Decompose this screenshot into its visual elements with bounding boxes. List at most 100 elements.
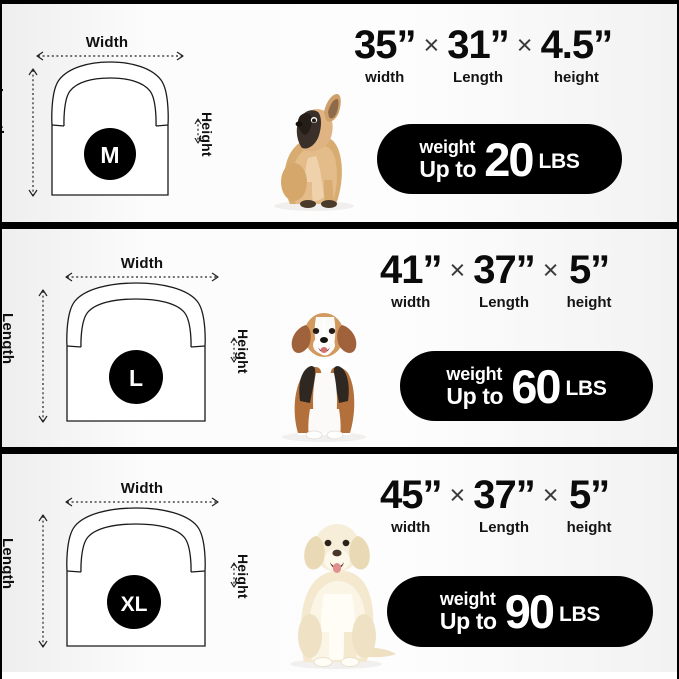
length-value: 31” [447, 23, 509, 67]
diagram-height-label: Height [235, 329, 251, 374]
cover-seam [66, 345, 206, 348]
diagram-svg: M [28, 51, 202, 197]
weight-unit: LBS [565, 377, 607, 400]
cover-seam [51, 124, 169, 127]
times-separator-icon: × [542, 255, 559, 285]
times-separator-icon: × [516, 30, 533, 60]
seat-cover-diagram-l: L Width Length Height [2, 229, 260, 447]
diagram-width-label: Width [120, 255, 164, 272]
dimension-length-m: 31” Length [447, 23, 509, 87]
size-badge-label-m: M [100, 142, 119, 168]
length-arrow-icon [38, 289, 48, 423]
diagram-svg: XL [38, 497, 238, 648]
length-label: Length [479, 294, 530, 312]
weight-word: weight [446, 363, 503, 384]
weight-text-stack: weight Up to [440, 590, 497, 633]
diagram-length-label: Length [2, 313, 16, 365]
times-separator-icon: × [449, 480, 466, 510]
row-divider-1 [2, 222, 677, 229]
weight-unit: LBS [558, 602, 601, 626]
weight-prefix: Up to [446, 382, 504, 409]
dimensions-group-l: 41” width × 37” Length × 5” height [380, 248, 612, 312]
dog-photo-french-bulldog [252, 54, 372, 214]
weight-prefix: Up to [439, 608, 497, 634]
length-label: Length [479, 519, 530, 537]
width-arrow-icon [65, 272, 219, 282]
height-label: height [566, 519, 612, 537]
size-badge-circle [107, 575, 161, 629]
weight-word: weight [439, 589, 496, 609]
width-label: width [391, 294, 431, 312]
weight-pill-xl: weight Up to 90 LBS [387, 576, 653, 647]
height-arrow-icon [230, 562, 238, 588]
dimensions-group-m: 35” width × 31” Length × 4.5” height [354, 23, 614, 87]
size-row-l: L Width Length Height [2, 229, 677, 447]
weight-text-stack: weight Up to [419, 138, 476, 181]
weight-number: 90 [504, 585, 555, 638]
height-label: height [566, 294, 612, 312]
height-label: height [553, 69, 599, 87]
times-separator-icon: × [449, 255, 466, 285]
length-arrow-icon [38, 514, 48, 648]
weight-prefix: Up to [419, 155, 477, 182]
width-arrow-icon [36, 51, 184, 61]
dimensions-group-xl: 45” width × 37” Length × 5” height [380, 473, 612, 537]
size-row-m: M Width Length Height [2, 4, 677, 222]
diagram-length-label: Length [2, 88, 6, 140]
size-badge-label-xl: XL [121, 593, 148, 616]
weight-number: 20 [484, 132, 534, 186]
dog-photo-hound-beagle [264, 283, 384, 443]
times-separator-icon: × [423, 30, 440, 60]
weight-unit: LBS [538, 150, 580, 173]
weight-word: weight [419, 136, 476, 157]
seat-cover-diagram-m: M Width Length Height [2, 4, 250, 222]
weight-pill-m: weight Up to 20 LBS [377, 124, 622, 194]
size-badge-circle [109, 350, 163, 404]
width-value: 41” [380, 248, 442, 292]
width-label: width [391, 519, 431, 537]
dimension-length-xl: 37” Length [473, 473, 535, 537]
diagram-width-label: Width [120, 480, 164, 497]
height-value: 5” [568, 473, 610, 517]
dimension-length-l: 37” Length [473, 248, 535, 312]
height-arrow-icon [194, 118, 202, 144]
diagram-height-label: Height [199, 112, 215, 157]
diagram-length-label: Length [2, 538, 16, 590]
dimension-width-xl: 45” width [380, 473, 442, 537]
width-value: 35” [354, 23, 416, 67]
diagram-height-label: Height [235, 554, 251, 599]
width-value: 45” [380, 473, 442, 517]
height-arrow-icon [230, 337, 238, 363]
length-arrow-icon [28, 68, 38, 197]
cover-inner-outline [63, 77, 157, 127]
weight-number: 60 [511, 359, 561, 413]
dimension-height-l: 5” height [566, 248, 612, 312]
width-label: width [365, 69, 405, 87]
size-row-xl: XL Width Length Height [2, 454, 677, 672]
seat-cover-diagram-xl: XL Width Length Height [2, 454, 260, 672]
height-value: 4.5” [540, 23, 614, 67]
diagram-svg: L [38, 272, 238, 423]
width-arrow-icon [65, 497, 219, 507]
dimension-width-l: 41” width [380, 248, 442, 312]
dimension-height-m: 4.5” height [540, 23, 614, 87]
size-badge-circle [84, 128, 136, 180]
length-value: 37” [473, 473, 535, 517]
cover-seam [66, 570, 206, 573]
dog-photo-yellow-labrador [274, 498, 404, 670]
diagram-width-label: Width [85, 34, 129, 51]
length-label: Length [453, 69, 504, 87]
row-divider-2 [2, 447, 677, 454]
top-rule [2, 0, 677, 4]
height-value: 5” [568, 248, 610, 292]
times-separator-icon: × [542, 480, 559, 510]
cover-inner-outline [80, 523, 192, 573]
dimension-width-m: 35” width [354, 23, 416, 87]
weight-pill-l: weight Up to 60 LBS [400, 351, 653, 421]
length-value: 37” [473, 248, 535, 292]
cover-inner-outline [80, 298, 192, 348]
weight-text-stack: weight Up to [446, 365, 503, 408]
dimension-height-xl: 5” height [566, 473, 612, 537]
size-badge-label-l: L [129, 365, 143, 391]
